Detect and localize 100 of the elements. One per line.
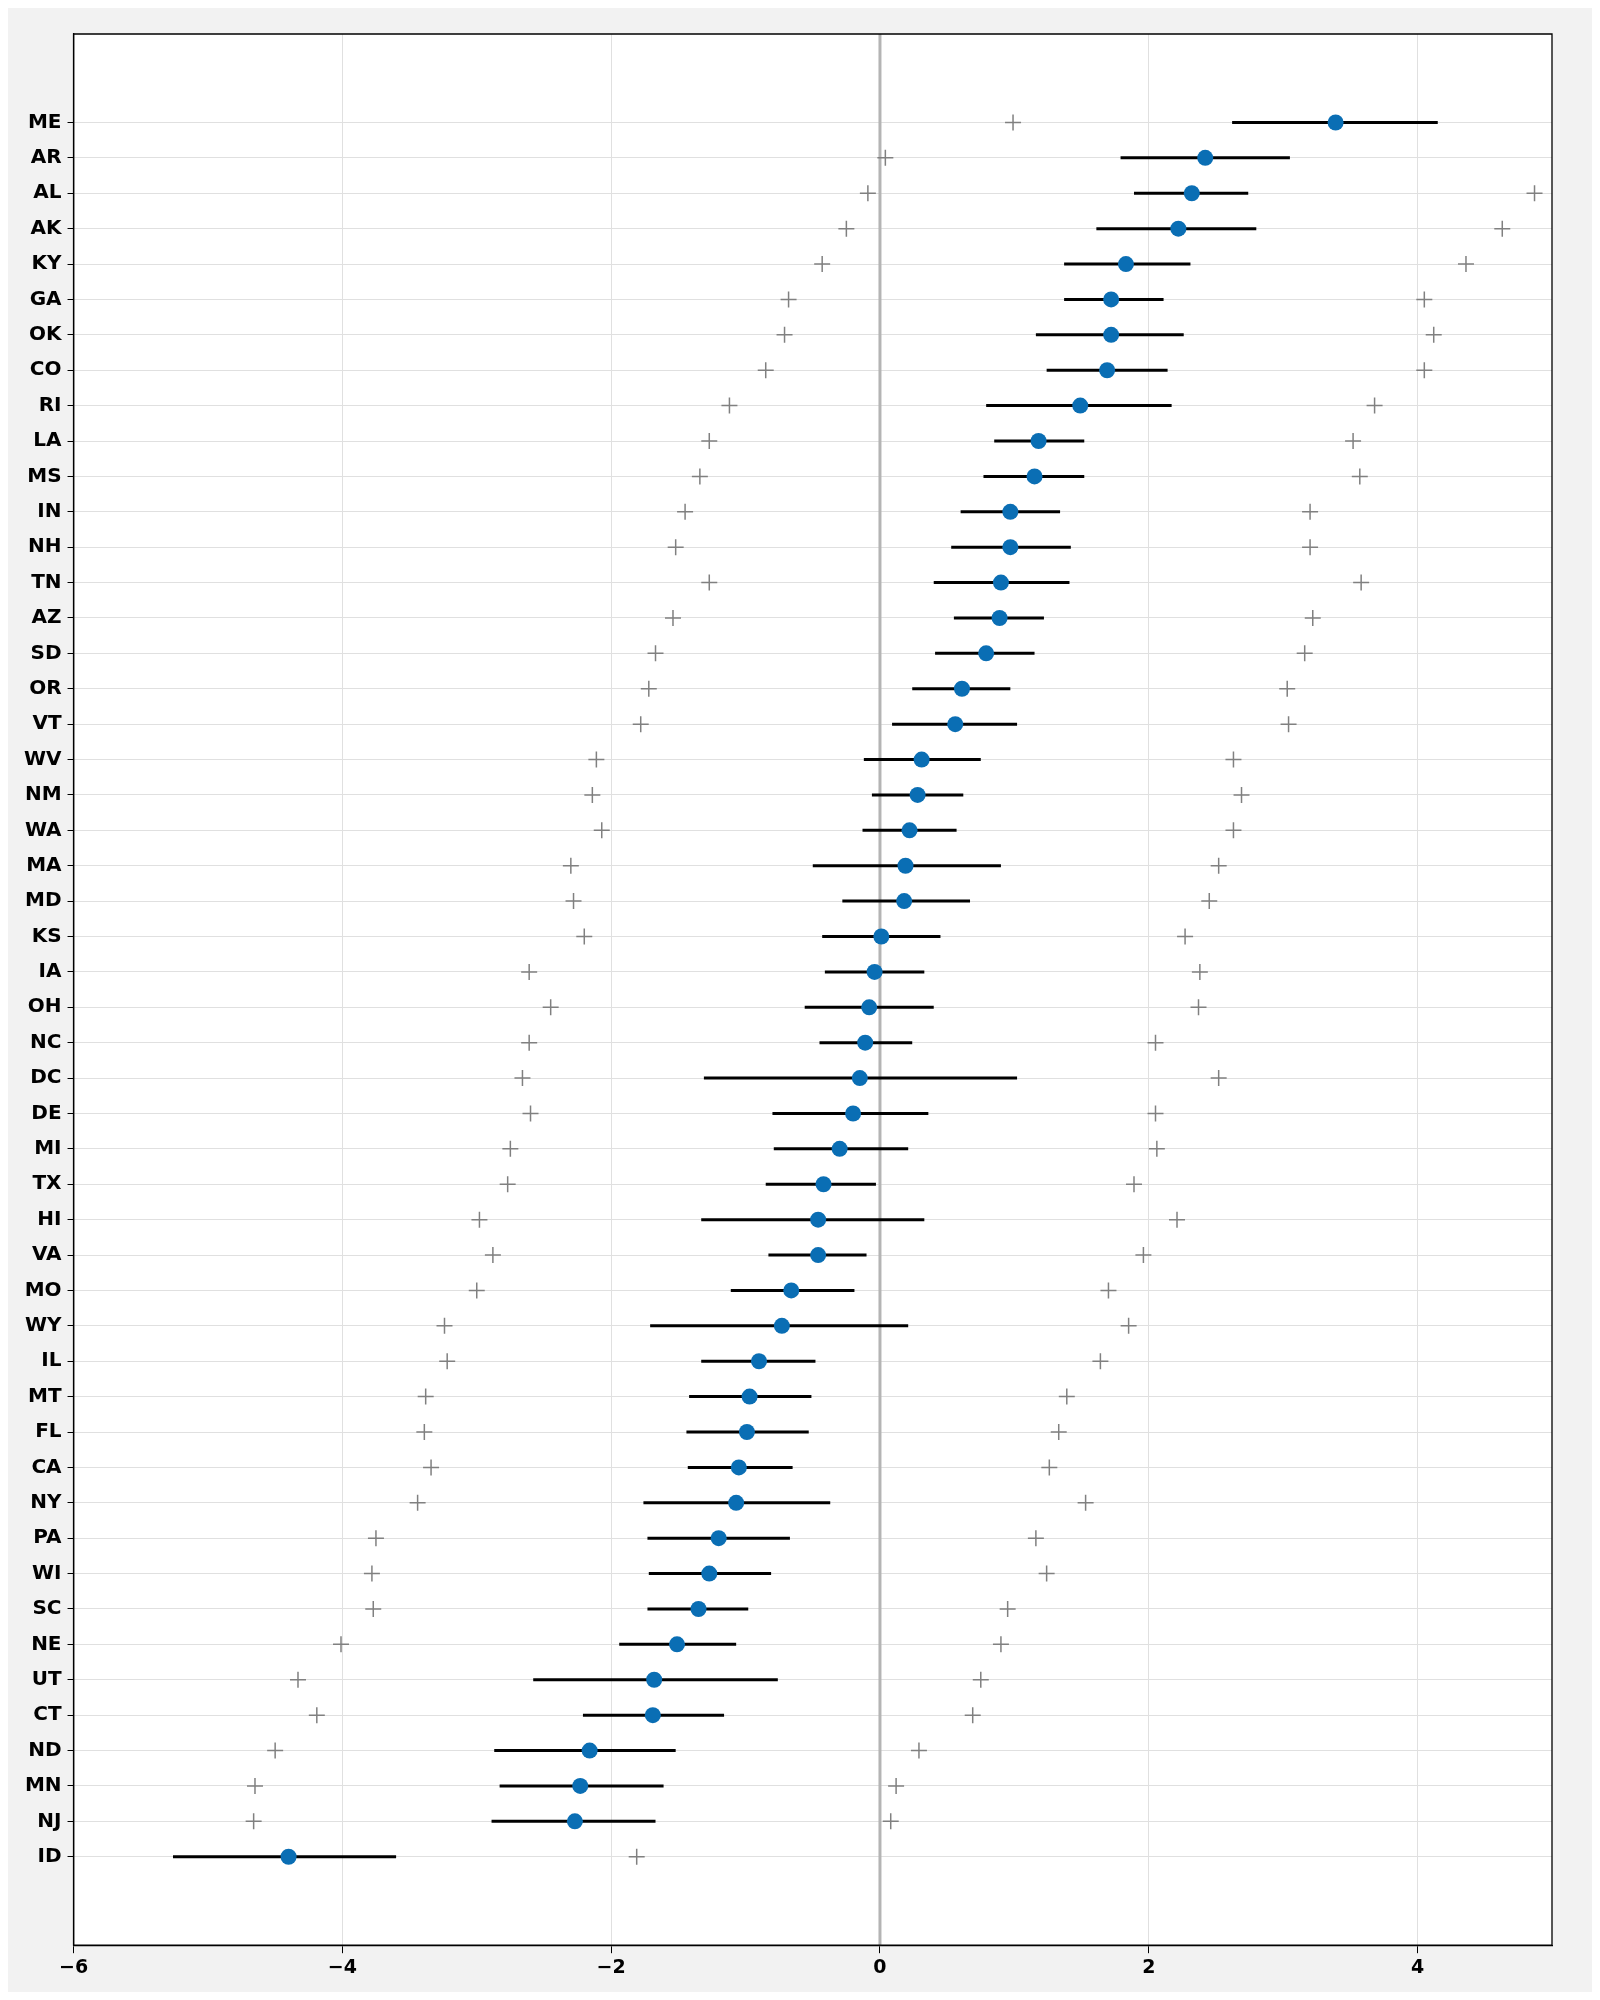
point — [280, 1848, 297, 1865]
y-tick-label: AK — [30, 214, 64, 239]
y-tick-label: GA — [29, 285, 63, 310]
point — [720, 396, 739, 415]
point — [1176, 927, 1194, 946]
point — [367, 1529, 385, 1547]
point — [756, 361, 775, 379]
point — [1099, 1281, 1118, 1300]
y-tick-label: ME — [27, 108, 62, 133]
point — [562, 856, 580, 875]
point — [575, 927, 594, 946]
point — [851, 1070, 868, 1087]
point — [1004, 113, 1022, 132]
point — [363, 1564, 381, 1583]
point — [896, 893, 913, 910]
y-tick-label: NY — [30, 1489, 63, 1513]
point — [700, 573, 719, 592]
point — [701, 1565, 718, 1582]
point — [415, 1423, 434, 1441]
y-tick-label: IN — [37, 498, 62, 522]
point — [1040, 1458, 1059, 1477]
point — [1002, 503, 1019, 520]
point — [947, 716, 964, 733]
x-tick-label: 4 — [1410, 1954, 1425, 1977]
point — [1119, 1317, 1138, 1335]
point — [810, 1247, 827, 1264]
point — [1224, 821, 1243, 840]
point — [1117, 256, 1134, 273]
y-tick-label: MA — [26, 851, 63, 876]
point — [1301, 503, 1319, 521]
point — [572, 1777, 589, 1794]
point — [1200, 892, 1219, 910]
point — [246, 1777, 264, 1795]
y-tick-label: WA — [24, 816, 63, 841]
point — [1058, 1387, 1076, 1406]
point — [992, 574, 1009, 591]
y-tick-label: AR — [30, 144, 62, 169]
point — [1027, 1529, 1045, 1547]
point — [1049, 1423, 1068, 1441]
point — [861, 999, 878, 1016]
y-tick-label: NC — [30, 1028, 62, 1053]
x-tick-label: −6 — [58, 1954, 89, 1977]
point — [857, 1034, 874, 1051]
point — [810, 1211, 827, 1228]
point — [1351, 467, 1369, 486]
y-tick-label: AL — [33, 179, 62, 204]
y-tick-label: PA — [33, 1524, 63, 1549]
point — [422, 1458, 440, 1477]
point — [1304, 609, 1322, 627]
point — [700, 432, 719, 450]
point — [1191, 963, 1209, 981]
point — [887, 1777, 905, 1795]
point — [1197, 149, 1214, 166]
point — [664, 609, 682, 627]
point — [541, 998, 560, 1017]
point — [837, 219, 856, 238]
y-tick-label: CA — [31, 1453, 63, 1478]
point — [859, 184, 877, 203]
point — [1030, 433, 1047, 450]
y-tick-label: LA — [33, 427, 63, 452]
point — [520, 1033, 538, 1052]
point — [1076, 1494, 1095, 1512]
y-tick-label: KY — [31, 250, 63, 275]
point — [779, 290, 798, 309]
y-tick-label: CT — [33, 1701, 62, 1726]
point — [913, 751, 930, 768]
y-tick-label: NE — [31, 1630, 62, 1655]
point — [266, 1741, 284, 1760]
y-tick-label: AZ — [31, 604, 62, 629]
point — [873, 928, 890, 945]
point — [566, 1813, 583, 1830]
point — [738, 1424, 755, 1441]
point — [1232, 786, 1251, 804]
y-tick-label: NM — [24, 781, 62, 806]
point — [1168, 1210, 1186, 1229]
point — [910, 1741, 928, 1760]
point — [1365, 396, 1384, 415]
point — [646, 1671, 663, 1688]
point — [1415, 361, 1434, 379]
point — [1209, 1069, 1228, 1087]
point — [244, 1812, 263, 1831]
y-tick-label: MO — [24, 1276, 62, 1301]
point — [1170, 220, 1187, 237]
point — [901, 822, 918, 839]
point — [1148, 1140, 1166, 1158]
point — [831, 1140, 848, 1157]
y-tick-label: KS — [31, 922, 62, 947]
point — [1072, 397, 1089, 414]
y-tick-label: CO — [29, 356, 62, 381]
point — [953, 680, 970, 697]
point — [991, 609, 1008, 626]
y-tick-label: DC — [30, 1064, 62, 1089]
point — [963, 1706, 982, 1724]
point — [416, 1387, 435, 1406]
point — [1103, 291, 1120, 308]
point — [1295, 644, 1314, 663]
point — [513, 1069, 532, 1087]
point — [644, 1707, 661, 1724]
point — [468, 1281, 486, 1300]
point — [998, 1600, 1017, 1618]
